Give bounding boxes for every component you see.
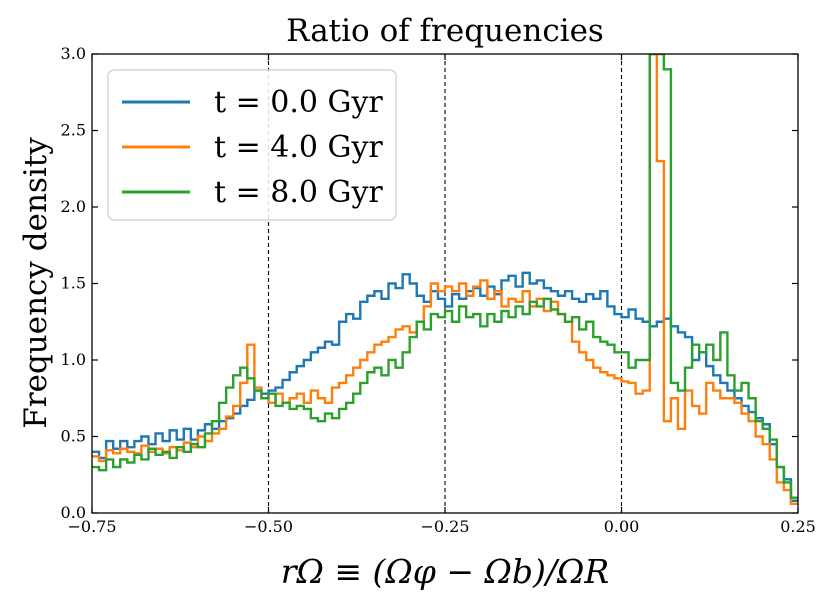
y-tick-label: 2.5 [61, 121, 86, 140]
legend: t = 0.0 Gyr t = 4.0 Gyr t = 8.0 Gyr [107, 69, 397, 221]
series-line [92, 54, 798, 506]
x-tick-label: −0.50 [244, 517, 293, 536]
x-tick-label: 0.00 [604, 517, 640, 536]
x-axis-label: rΩ ≡ (Ωφ − Ωb)/ΩR [281, 552, 609, 591]
y-tick-label: 1.0 [61, 350, 86, 369]
series-line [92, 54, 798, 499]
legend-label: t = 8.0 Gyr [214, 175, 383, 210]
series-layer [92, 54, 798, 506]
plot-frame [91, 53, 799, 514]
x-tick-label: 0.25 [780, 517, 816, 536]
y-tick-label: 0.0 [61, 503, 86, 522]
x-tick-label: −0.75 [67, 517, 116, 536]
chart-title: Ratio of frequencies [286, 13, 604, 49]
y-tick-label: 2.0 [61, 197, 86, 216]
legend-label: t = 0.0 Gyr [214, 85, 383, 120]
legend-label: t = 4.0 Gyr [214, 130, 383, 165]
y-tick-label: 0.5 [61, 427, 86, 446]
x-tick-label: −0.25 [420, 517, 469, 536]
y-axis-label: Frequency density [18, 137, 54, 429]
legend-box [107, 69, 397, 221]
tick-labels: −0.75 −0.50 −0.25 0.00 0.25 0.0 0.5 1.0 1.5 2.0 2.… [61, 44, 816, 536]
y-tick-label: 1.5 [61, 274, 86, 293]
y-tick-label: 3.0 [61, 44, 86, 63]
